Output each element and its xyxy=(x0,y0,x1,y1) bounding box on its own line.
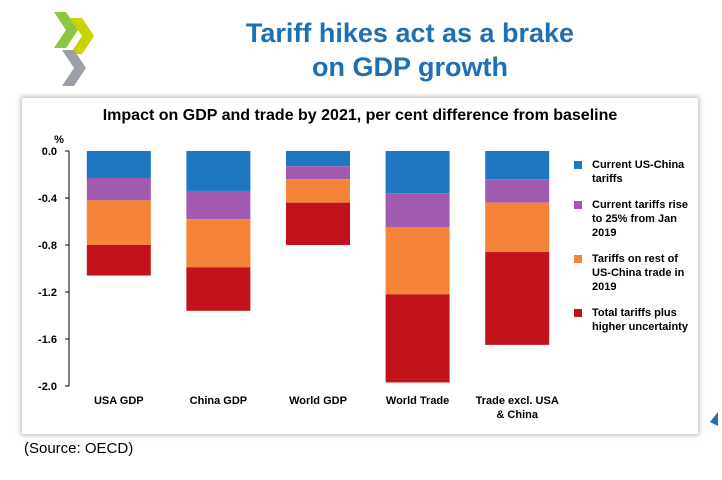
bar-segment xyxy=(86,151,151,179)
x-category-label: World Trade xyxy=(386,395,449,407)
legend-swatch xyxy=(574,161,582,169)
y-tick-label: -1.2 xyxy=(38,287,57,299)
chart-panel: Impact on GDP and trade by 2021, per cen… xyxy=(22,98,698,434)
bar-segment xyxy=(86,200,151,245)
y-tick-label: -1.6 xyxy=(38,334,57,346)
bar-segment xyxy=(485,151,550,180)
bar-segment xyxy=(186,219,251,268)
legend-swatch xyxy=(574,255,582,263)
bar-segment xyxy=(485,179,550,203)
bar-segment xyxy=(485,252,550,345)
bar-segment xyxy=(385,227,450,295)
bar-segment xyxy=(385,294,450,383)
legend-swatch xyxy=(574,201,582,209)
bar-segment xyxy=(286,179,350,203)
legend-item: Total tariffs plus higher uncertainty xyxy=(574,306,698,334)
y-tick-label: -0.8 xyxy=(38,240,57,252)
chart-title: Impact on GDP and trade by 2021, per cen… xyxy=(102,107,618,124)
x-category-label: USA GDP xyxy=(94,395,144,407)
legend-item: Current tariffs rise to 25% from Jan 201… xyxy=(574,198,698,240)
bar-segment xyxy=(86,178,151,201)
bar-segment xyxy=(286,202,350,245)
bar-segment xyxy=(286,166,350,180)
bar-segment xyxy=(186,267,251,311)
page-title-line-1: Tariff hikes act as a brake xyxy=(245,18,575,48)
bar-segment xyxy=(485,202,550,253)
y-tick-label: 0.0 xyxy=(42,146,57,158)
chart-legend: Current US-China tariffs Current tariffs … xyxy=(574,158,698,346)
oecd-logo-icon xyxy=(54,12,94,86)
y-axis-unit-label: % xyxy=(54,134,64,146)
legend-label: Current tariffs rise to 25% from Jan 201… xyxy=(592,199,688,239)
bar-segment xyxy=(385,193,450,228)
corner-triangle-icon xyxy=(710,412,718,426)
bar-segment xyxy=(86,245,151,276)
x-category-label: China GDP xyxy=(190,395,247,407)
bar-segment xyxy=(385,151,450,194)
y-tick-label: -2.0 xyxy=(38,381,57,393)
legend-label: Total tariffs plus higher uncertainty xyxy=(592,307,688,333)
legend-swatch xyxy=(574,309,582,317)
x-category-label: Trade excl. USA & China xyxy=(476,395,559,421)
legend-item: Tariffs on rest of US-China trade in 201… xyxy=(574,252,698,294)
bar-segment xyxy=(186,190,251,220)
y-tick-label: -0.4 xyxy=(38,193,58,205)
bar-segment xyxy=(186,151,251,191)
legend-item: Current US-China tariffs xyxy=(574,158,698,186)
legend-label: Current US-China tariffs xyxy=(592,159,685,185)
x-category-label: World GDP xyxy=(289,395,347,407)
source-note: (Source: OECD) xyxy=(24,440,134,457)
bar-segment xyxy=(286,151,350,167)
legend-label: Tariffs on rest of US-China trade in 201… xyxy=(592,253,685,293)
chart-plot: %0.0 -0.4 -0.8 -1.2 -1.6 -2.0 USA GDP China GDP… xyxy=(38,134,559,421)
page-title-line-2: on GDP growth xyxy=(312,52,508,82)
